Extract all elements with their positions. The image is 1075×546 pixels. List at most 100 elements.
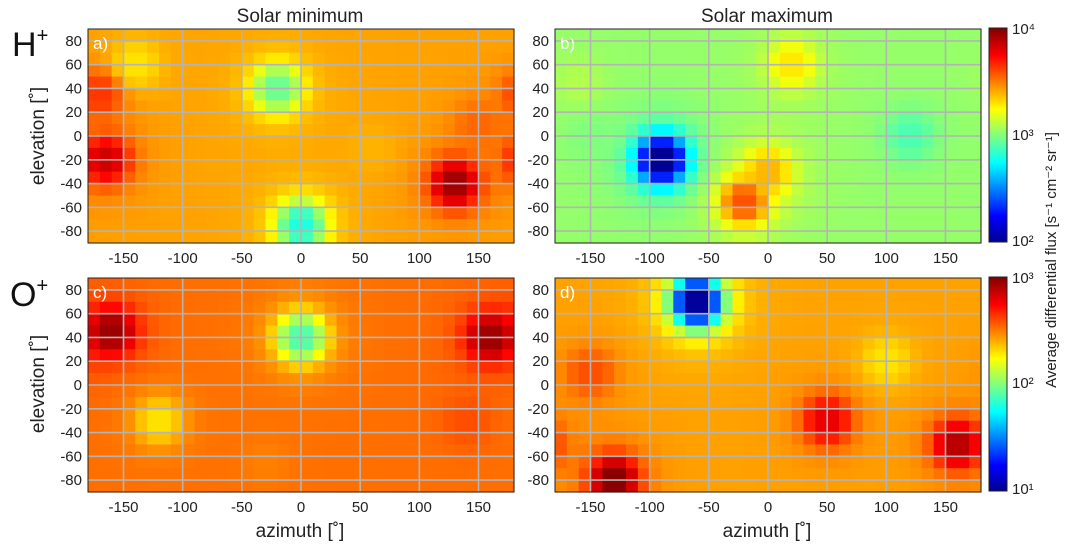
heatmap-cell xyxy=(336,64,349,78)
heatmap-cell xyxy=(697,207,710,220)
heatmap-cell xyxy=(732,40,745,54)
heatmap-cell xyxy=(779,480,793,493)
x-tick-label: 100 xyxy=(407,250,432,267)
heatmap-cell xyxy=(170,456,184,469)
heatmap-cell xyxy=(324,289,338,303)
heatmap-cell xyxy=(443,456,456,469)
heatmap-cell xyxy=(566,231,580,244)
heatmap-cell xyxy=(661,195,674,208)
heatmap-cell xyxy=(578,159,592,173)
heatmap-cell xyxy=(578,373,592,386)
heatmap-cell xyxy=(555,231,568,244)
heatmap-cell xyxy=(241,373,255,386)
heatmap-cell xyxy=(637,183,651,197)
heatmap-cell xyxy=(969,301,982,315)
heatmap-cell xyxy=(590,147,603,161)
heatmap-cell xyxy=(206,278,219,291)
heatmap-cell xyxy=(768,325,781,339)
heatmap-cell xyxy=(490,337,503,350)
heatmap-cell xyxy=(969,195,982,208)
heatmap-cell xyxy=(602,385,615,398)
heatmap-cell xyxy=(182,183,196,197)
heatmap-cell xyxy=(555,88,568,101)
heatmap-cell xyxy=(744,468,757,481)
heatmap-cell xyxy=(661,432,674,446)
heatmap-cell xyxy=(744,195,757,208)
heatmap-cell xyxy=(555,52,568,66)
heatmap-cell xyxy=(637,361,651,374)
heatmap-cell xyxy=(578,432,592,446)
heatmap-cell xyxy=(827,420,840,434)
heatmap-cell xyxy=(99,432,113,446)
heatmap-cell xyxy=(768,301,781,315)
heatmap-cell xyxy=(324,231,338,244)
heatmap-cell xyxy=(443,289,456,303)
heatmap-cell xyxy=(372,468,385,481)
heatmap-cell xyxy=(478,468,491,481)
heatmap-cell xyxy=(230,420,243,434)
heatmap-cell xyxy=(862,373,876,386)
heatmap-cell xyxy=(182,171,196,185)
heatmap-cell xyxy=(111,278,125,291)
heatmap-cell xyxy=(466,88,480,101)
heatmap-cell xyxy=(301,171,314,185)
heatmap-cell xyxy=(578,408,592,422)
heatmap-cell xyxy=(419,278,432,291)
heatmap-cell xyxy=(945,301,958,315)
heatmap-cell xyxy=(253,278,267,291)
heatmap-cell xyxy=(360,289,373,303)
heatmap-cell xyxy=(708,432,722,446)
heatmap-cell xyxy=(661,52,674,66)
heatmap-cell xyxy=(649,456,663,469)
heatmap-cell xyxy=(490,147,503,161)
heatmap-cell xyxy=(933,313,947,327)
heatmap-cell xyxy=(756,124,769,137)
heatmap-cell xyxy=(815,278,828,291)
y-tick-label: -60 xyxy=(60,199,82,216)
heatmap-cell xyxy=(289,124,302,137)
heatmap-cell xyxy=(898,373,911,386)
heatmap-cell xyxy=(768,349,781,362)
heatmap-cell xyxy=(815,313,828,327)
heatmap-cell xyxy=(839,313,852,327)
heatmap-cell xyxy=(850,195,864,208)
heatmap-cell xyxy=(194,64,207,78)
heatmap-cell xyxy=(265,468,278,481)
heatmap-cell xyxy=(372,52,385,66)
heatmap-cell xyxy=(850,289,864,303)
heatmap-cell xyxy=(661,88,674,101)
heatmap-cell xyxy=(874,219,887,232)
heatmap-cell xyxy=(732,112,745,125)
heatmap-cell xyxy=(602,337,615,350)
heatmap-cell xyxy=(289,361,302,374)
heatmap-cell xyxy=(194,373,207,386)
heatmap-cell xyxy=(921,112,935,125)
heatmap-cell xyxy=(88,64,101,78)
heatmap-cell xyxy=(921,420,935,434)
x-tick-label: 150 xyxy=(466,250,491,267)
heatmap-cell xyxy=(626,124,639,137)
heatmap-cell xyxy=(206,159,219,173)
heatmap-cell xyxy=(661,147,674,161)
heatmap-cell xyxy=(626,337,639,350)
heatmap-cell xyxy=(159,444,172,457)
heatmap-cell xyxy=(312,408,326,422)
heatmap-cell xyxy=(265,408,278,422)
heatmap-cell xyxy=(407,337,420,350)
heatmap-cell xyxy=(791,361,805,374)
heatmap-cell xyxy=(921,52,935,66)
heatmap-cell xyxy=(111,207,125,220)
heatmap-cell xyxy=(933,408,947,422)
heatmap-cell xyxy=(732,100,745,113)
heatmap-cell xyxy=(720,207,734,220)
heatmap-cell xyxy=(502,420,515,434)
heatmap-cell xyxy=(336,183,349,197)
heatmap-cell xyxy=(886,420,899,434)
heatmap-cell xyxy=(614,52,627,66)
heatmap-cell xyxy=(241,408,255,422)
heatmap-cell xyxy=(443,207,456,220)
heatmap-cell xyxy=(910,88,923,101)
heatmap-cell xyxy=(850,171,864,185)
heatmap-cell xyxy=(431,171,444,185)
heatmap-cell xyxy=(312,456,326,469)
